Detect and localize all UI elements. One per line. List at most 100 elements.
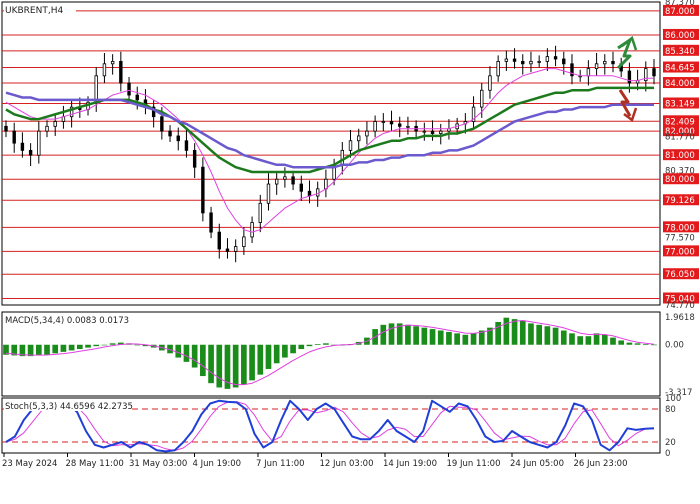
- candle-body: [357, 135, 361, 142]
- macd-bar: [577, 336, 584, 345]
- candle-body: [644, 68, 648, 82]
- trend-arrows: [616, 35, 638, 123]
- candle-body: [233, 246, 238, 252]
- macd-axis-label: 1.9618: [665, 313, 695, 323]
- price-frame: [1, 1, 661, 306]
- stoch-signal-line: [5, 401, 654, 452]
- price-axis-label: 82.409: [665, 117, 695, 127]
- stoch-axis-label: 20: [665, 438, 676, 448]
- macd-bar: [298, 344, 305, 350]
- candle-body: [398, 123, 402, 127]
- price-axis-label: 82.000: [665, 127, 695, 137]
- price-axis-label: 86.000: [665, 31, 695, 41]
- candle-body: [340, 149, 345, 166]
- candle-body: [315, 188, 320, 197]
- candle-body: [430, 130, 435, 134]
- candle-body: [151, 106, 156, 118]
- macd-bar: [216, 344, 223, 388]
- macd-signal-line: [5, 320, 655, 386]
- macd-bar: [569, 333, 575, 345]
- macd-bar: [93, 344, 100, 347]
- stoch-frame: [1, 397, 661, 454]
- candle-body: [324, 178, 328, 190]
- price-label-box: [663, 194, 699, 206]
- candle-body: [135, 94, 139, 101]
- macd-bar: [560, 330, 567, 345]
- macd-bar: [610, 337, 616, 345]
- candle-body: [406, 125, 410, 128]
- macd-bar: [388, 323, 395, 345]
- price-axis-label: 83.149: [665, 100, 695, 110]
- macd-bar: [241, 344, 247, 385]
- macd-title: MACD(5,34,4) 0.0083 0.0173: [5, 316, 129, 326]
- macd-bar: [651, 344, 657, 346]
- candle-body: [176, 135, 180, 142]
- candle-body: [168, 130, 172, 137]
- candle-body: [348, 140, 353, 151]
- price-axis-label: 76.050: [665, 270, 695, 280]
- macd-bar: [421, 327, 428, 345]
- macd-bar: [52, 344, 59, 354]
- candle-body: [529, 60, 533, 65]
- macd-bar: [76, 344, 83, 350]
- macd-bar: [585, 336, 592, 345]
- candle-body: [20, 142, 25, 151]
- macd-bar: [511, 319, 518, 345]
- trend-down-arrowhead-icon: [623, 107, 638, 123]
- candle-body: [652, 68, 656, 77]
- macd-bar: [35, 344, 42, 356]
- candle-body: [553, 56, 558, 60]
- candle-body: [299, 183, 303, 192]
- macd-frame: [1, 311, 661, 397]
- x-axis-label: 12 Jun 03:00: [320, 459, 374, 469]
- x-axis-label: 23 May 2024: [2, 459, 57, 469]
- price-label-box: [663, 173, 699, 185]
- x-axis-label: 28 May 11:00: [66, 459, 124, 469]
- stoch-title-bg: [4, 400, 128, 411]
- candle-body: [537, 60, 541, 63]
- macd-bar: [200, 344, 206, 377]
- candle-body: [250, 222, 254, 238]
- macd-bar: [273, 344, 280, 364]
- macd-bar: [593, 333, 600, 345]
- macd-bar: [503, 317, 510, 345]
- macd-bar: [290, 344, 296, 354]
- macd-bar: [519, 320, 526, 345]
- candle-body: [94, 75, 98, 103]
- candle-body: [471, 106, 476, 122]
- macd-title-bg: [4, 314, 129, 325]
- price-label-box: [663, 292, 699, 304]
- candle-body: [562, 58, 566, 65]
- candle-body: [504, 58, 509, 62]
- macd-bar: [634, 343, 641, 345]
- candle-body: [217, 231, 221, 250]
- candle-body: [586, 68, 591, 77]
- price-axis-label: 87.000: [665, 7, 695, 17]
- candle-body: [488, 75, 492, 91]
- price-axis-label: 74.770: [665, 301, 695, 311]
- candle-body: [521, 60, 525, 65]
- macd-bar: [396, 323, 403, 345]
- candle-body: [283, 176, 287, 180]
- macd-bar: [446, 331, 452, 345]
- x-axis: 23 May 2024 28 May 11:00 31 May 03:00 4 Jun…: [2, 453, 628, 469]
- candle-body: [545, 56, 550, 62]
- candle-body: [119, 60, 123, 84]
- title-bg: [4, 4, 76, 15]
- candle-body: [69, 106, 74, 118]
- macd-bar: [536, 324, 542, 345]
- macd-bar: [175, 344, 182, 358]
- macd-bar: [191, 344, 198, 368]
- macd-bar: [495, 321, 501, 345]
- trend-down-arrow-icon: [618, 89, 632, 117]
- price-label-box: [663, 221, 699, 233]
- price-axis-label: 84.000: [665, 79, 695, 89]
- candle-body: [603, 60, 607, 65]
- price-axis-label: 80.000: [665, 175, 695, 185]
- macd-bar: [487, 327, 493, 345]
- candle-body: [53, 121, 57, 127]
- x-axis-label: 7 Jun 11:00: [256, 459, 305, 469]
- macd-bar: [544, 326, 551, 345]
